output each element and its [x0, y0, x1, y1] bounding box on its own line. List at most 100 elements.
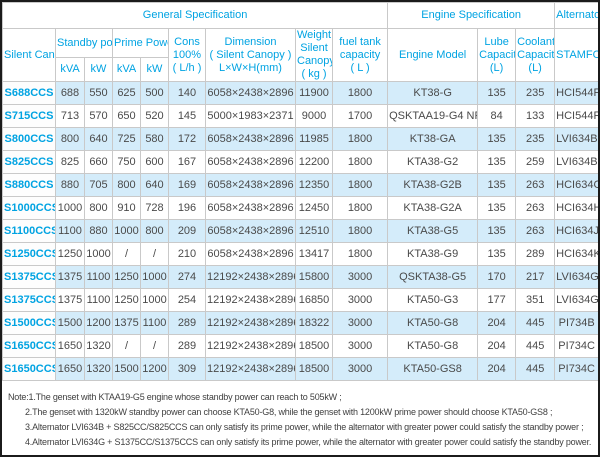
- col-header-standby-kva: kVA: [55, 57, 85, 82]
- spec-cell: 910: [112, 196, 141, 220]
- spec-cell: HCI634J: [554, 219, 598, 243]
- model-link[interactable]: S1375CCS: [2, 288, 56, 312]
- spec-cell: KT38-GA: [387, 127, 479, 151]
- model-link[interactable]: S688CCS: [2, 81, 56, 105]
- spec-cell: 204: [477, 311, 517, 335]
- spec-cell: 1800: [331, 127, 389, 151]
- model-link[interactable]: S715CCS: [2, 104, 56, 128]
- model-link[interactable]: S1250CCS: [2, 242, 56, 266]
- spec-cell: 133: [515, 104, 556, 128]
- col-header-cons-100: Cons 100% ( L/h ): [168, 28, 206, 82]
- spec-cell: 705: [84, 173, 113, 197]
- spec-cell: 1700: [331, 104, 389, 128]
- spec-cell: LVI634G: [554, 288, 598, 312]
- spec-cell: KTA38-G5: [387, 219, 479, 243]
- spec-cell: 550: [84, 81, 113, 105]
- col-header-silent-canopy: Silent Canopy: [2, 28, 56, 82]
- model-link[interactable]: S1375CCS: [2, 265, 56, 289]
- spec-cell: 167: [168, 150, 206, 174]
- model-link[interactable]: S1650CCS: [2, 357, 56, 381]
- spec-cell: 1800: [331, 173, 389, 197]
- spec-cell: 18500: [295, 357, 333, 381]
- model-link[interactable]: S880CCS: [2, 173, 56, 197]
- spec-cell: 1000: [84, 242, 113, 266]
- model-link[interactable]: S1100CCS: [2, 219, 56, 243]
- spec-cell: /: [112, 242, 141, 266]
- spec-cell: 500: [140, 81, 169, 105]
- spec-cell: 12192×2438×2896: [205, 334, 296, 358]
- spec-cell: 1250: [112, 288, 141, 312]
- unit-header-row: kVA kW kVA kW: [3, 57, 599, 82]
- spec-cell: 12192×2438×2896: [205, 311, 296, 335]
- spec-cell: HCI634K: [554, 242, 598, 266]
- spec-cell: QSKTAA19-G4 NR2: [387, 104, 479, 128]
- spec-cell: 263: [515, 196, 556, 220]
- spec-cell: 263: [515, 173, 556, 197]
- spec-cell: /: [140, 242, 169, 266]
- spec-cell: 1650: [55, 334, 85, 358]
- spec-table: General Specification Engine Specificati…: [2, 2, 599, 381]
- spec-cell: 825: [55, 150, 85, 174]
- spec-cell: 1000: [140, 265, 169, 289]
- footnotes: Note:1.The genset with KTAA19-G5 engine …: [2, 381, 598, 450]
- spec-cell: 6058×2438×2896: [205, 196, 296, 220]
- spec-cell: HCI634G: [554, 173, 598, 197]
- spec-cell: 11985: [295, 127, 333, 151]
- spec-cell: 3000: [331, 357, 389, 381]
- spec-cell: 12510: [295, 219, 333, 243]
- spec-cell: 660: [84, 150, 113, 174]
- spec-cell: 135: [477, 81, 517, 105]
- spec-cell: PI734B: [554, 311, 598, 335]
- spec-cell: 1800: [331, 81, 389, 105]
- spec-cell: 880: [55, 173, 85, 197]
- spec-cell: 640: [84, 127, 113, 151]
- spec-cell: 263: [515, 219, 556, 243]
- spec-cell: 1100: [55, 219, 85, 243]
- spec-cell: 728: [140, 196, 169, 220]
- spec-cell: 289: [515, 242, 556, 266]
- spec-cell: 1250: [112, 265, 141, 289]
- spec-cell: KTA50-G8: [387, 311, 479, 335]
- table-row: S1000CCS 1000 800 910 728 196 6058×2438×2896 12…: [2, 196, 598, 220]
- model-link[interactable]: S1500CCS: [2, 311, 56, 335]
- spec-table-body: S688CCS 688 550 625 500 140 6058×2438×2896 1190…: [2, 81, 598, 381]
- spec-cell: 6058×2438×2896: [205, 242, 296, 266]
- spec-cell: 800: [140, 219, 169, 243]
- spec-cell: 1650: [55, 357, 85, 381]
- spec-cell: 1000: [140, 288, 169, 312]
- spec-cell: 196: [168, 196, 206, 220]
- spec-cell: KT38-G: [387, 81, 479, 105]
- spec-cell: 204: [477, 334, 517, 358]
- spec-cell: 640: [140, 173, 169, 197]
- spec-cell: 289: [168, 311, 206, 335]
- col-header-prime-power: Prime Power: [112, 27, 169, 59]
- col-header-standby-power: Standby power: [55, 27, 113, 59]
- spec-cell: 688: [55, 81, 85, 105]
- model-link[interactable]: S825CCS: [2, 150, 56, 174]
- spec-cell: 1800: [331, 196, 389, 220]
- note-1: Note:1.The genset with KTAA19-G5 engine …: [8, 392, 342, 402]
- spec-cell: 3000: [331, 334, 389, 358]
- spec-cell: 1375: [55, 288, 85, 312]
- spec-cell: 135: [477, 127, 517, 151]
- model-link[interactable]: S1650CCS: [2, 334, 56, 358]
- spec-cell: 204: [477, 357, 517, 381]
- spec-cell: 11900: [295, 81, 333, 105]
- spec-cell: 1320: [84, 357, 113, 381]
- table-row: S825CCS 825 660 750 600 167 6058×2438×2896 1220…: [2, 150, 598, 174]
- model-link[interactable]: S800CCS: [2, 127, 56, 151]
- spec-cell: 1800: [331, 242, 389, 266]
- spec-cell: 3000: [331, 288, 389, 312]
- spec-cell: /: [112, 334, 141, 358]
- spec-cell: 15800: [295, 265, 333, 289]
- spec-cell: KTA50-G8: [387, 334, 479, 358]
- spec-cell: 880: [84, 219, 113, 243]
- model-link[interactable]: S1000CCS: [2, 196, 56, 220]
- spec-cell: 135: [477, 150, 517, 174]
- spec-cell: KTA38-G2: [387, 150, 479, 174]
- spec-cell: 800: [112, 173, 141, 197]
- spec-cell: KTA38-G9: [387, 242, 479, 266]
- spec-cell: 6058×2438×2896: [205, 173, 296, 197]
- spec-cell: 580: [140, 127, 169, 151]
- spec-cell: LVI634B: [554, 127, 598, 151]
